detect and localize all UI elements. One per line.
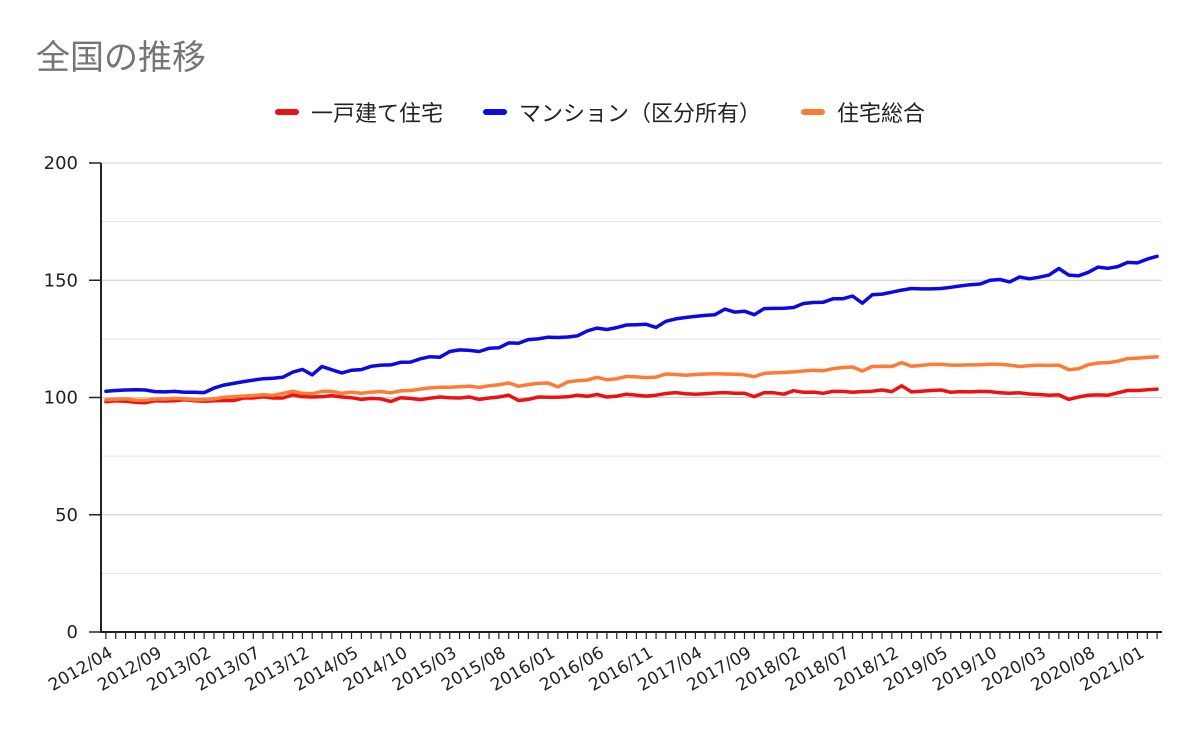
y-tick-label: 0 <box>67 622 78 643</box>
y-tick-label: 150 <box>44 270 78 291</box>
grid-layer <box>101 162 1162 574</box>
series-layer <box>104 254 1159 405</box>
legend-label-condominium: マンション（区分所有） <box>518 102 761 127</box>
y-tick-label: 100 <box>44 388 78 409</box>
legend-item-condominium[interactable]: マンション（区分所有） <box>482 96 761 128</box>
legend: 一戸建て住宅 マンション（区分所有） 住宅総合 <box>0 96 1200 128</box>
series-line-1 <box>104 254 1159 395</box>
legend-swatch-condominium <box>482 109 507 115</box>
label-layer: 0501001502002012/042012/092013/022013/07… <box>44 153 1148 696</box>
series-line-2 <box>104 355 1159 403</box>
legend-item-housing-total[interactable]: 住宅総合 <box>801 96 925 128</box>
legend-label-detached-house: 一戸建て住宅 <box>310 102 443 127</box>
legend-item-detached-house[interactable]: 一戸建て住宅 <box>274 96 443 128</box>
chart-title: 全国の推移 <box>36 38 206 78</box>
series-line-0 <box>104 384 1159 405</box>
legend-label-housing-total: 住宅総合 <box>837 102 926 127</box>
y-tick-label: 50 <box>55 505 78 526</box>
y-tick-label: 200 <box>44 153 78 174</box>
legend-swatch-housing-total <box>801 109 825 115</box>
axis-layer <box>89 162 1162 639</box>
legend-swatch-detached-house <box>274 109 299 115</box>
